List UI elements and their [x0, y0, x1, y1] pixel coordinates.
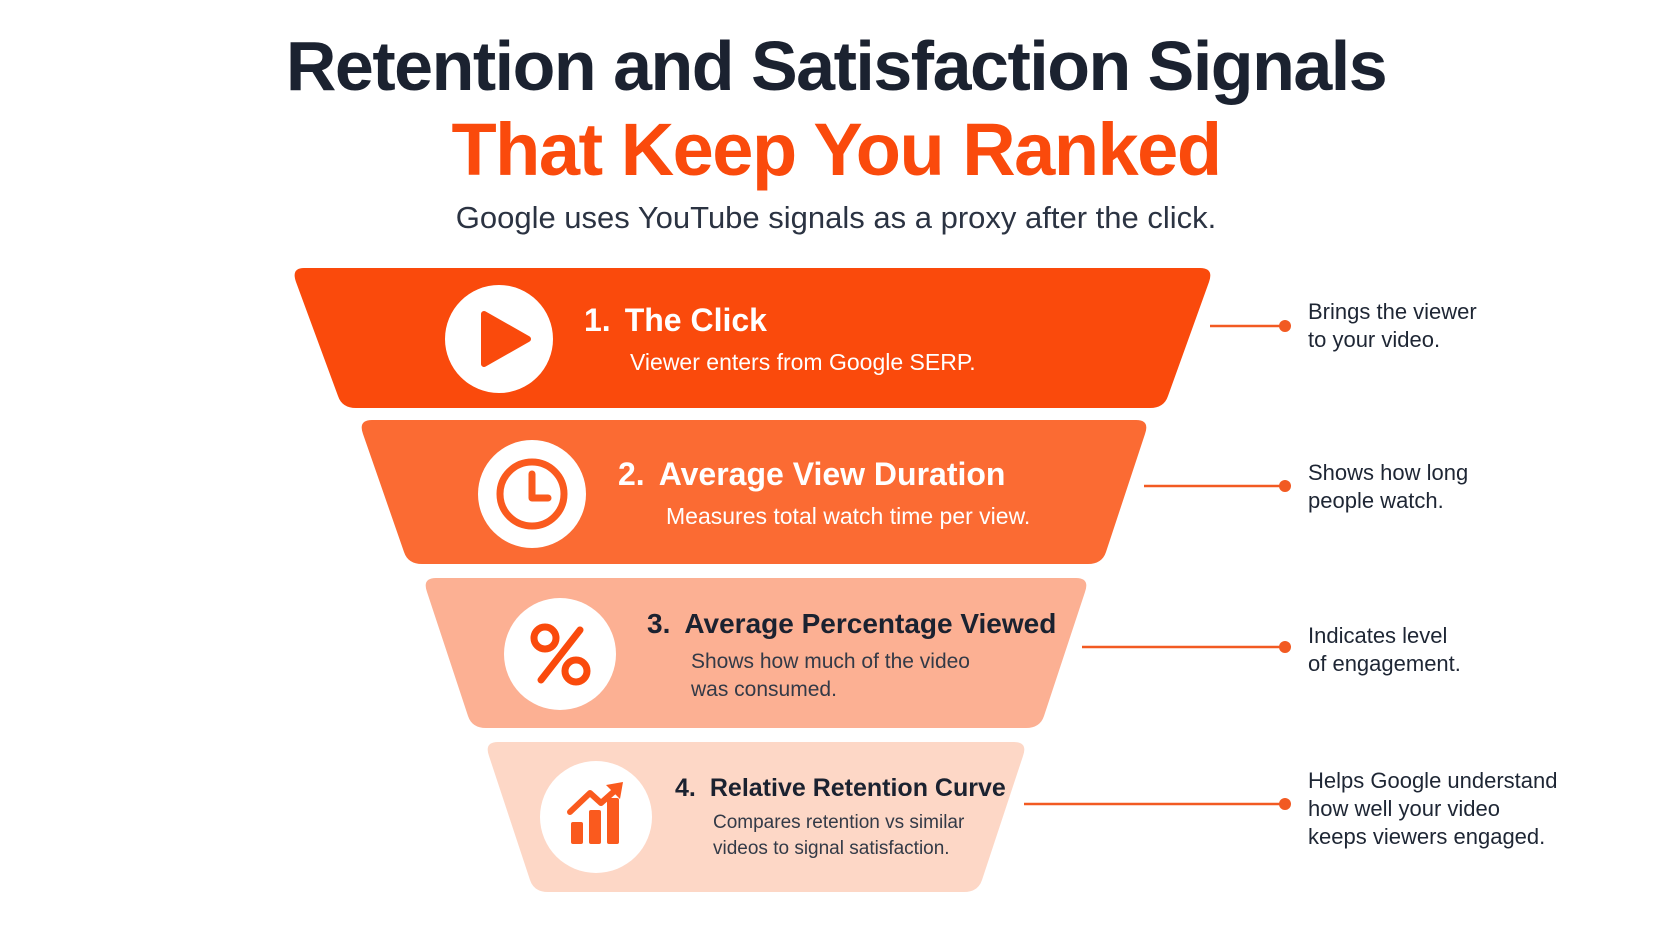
stage-3-note: Indicates level of engagement.	[1308, 622, 1461, 678]
stage-4-note-line-2: how well your video	[1308, 796, 1500, 821]
connector-stage-2	[1144, 480, 1291, 492]
stage-2-note-line-2: people watch.	[1308, 488, 1444, 513]
stage-1-note: Brings the viewer to your video.	[1308, 298, 1477, 354]
growth-chart-icon	[567, 782, 623, 844]
stage-3-note-line-2: of engagement.	[1308, 651, 1461, 676]
stage-2-note: Shows how long people watch.	[1308, 459, 1468, 515]
stage-4-note-line-1: Helps Google understand	[1308, 768, 1558, 793]
stage-4-number: 4.	[675, 774, 696, 802]
subtitle: Google uses YouTube signals as a proxy a…	[455, 200, 1217, 235]
stage-4-note: Helps Google understand how well your vi…	[1308, 767, 1558, 851]
connector-stage-3	[1082, 641, 1291, 653]
stage-3-title: Average Percentage Viewed	[684, 608, 1057, 639]
stage-3-description-line-2: was consumed.	[691, 678, 837, 701]
clock-icon	[496, 458, 568, 530]
stage-1-number: 1.	[584, 302, 611, 338]
connector-stage-4	[1024, 798, 1291, 810]
stage-2-title: Average View Duration	[658, 456, 1006, 492]
stage-2-number: 2.	[618, 456, 645, 492]
percent-icon	[530, 623, 591, 686]
stage-3-note-line-1: Indicates level	[1308, 623, 1448, 648]
stage-1-description: Viewer enters from Google SERP.	[630, 349, 976, 375]
stage-3-number: 3.	[647, 608, 671, 639]
stage-4-title: Relative Retention Curve	[709, 774, 1006, 802]
title-line-1: Retention and Satisfaction Signals	[285, 27, 1388, 105]
stage-2-description: Measures total watch time per view.	[666, 503, 1031, 529]
stage-3-heading: 3. Average Percentage Viewed	[647, 606, 1056, 642]
stage-3-description-line-1: Shows how much of the video	[691, 650, 970, 673]
play-icon	[481, 311, 531, 367]
stage-4-description-line-1: Compares retention vs similar	[713, 812, 965, 833]
stage-2-note-line-1: Shows how long	[1308, 460, 1469, 485]
stage-1-heading: 1. The Click	[584, 300, 767, 340]
stage-1-note-line-1: Brings the viewer	[1308, 299, 1477, 324]
stage-4-note-line-3: keeps viewers engaged.	[1308, 824, 1546, 849]
connector-stage-1	[1210, 320, 1291, 332]
stage-4-description-line-2: videos to signal satisfaction.	[713, 838, 950, 859]
stage-2-heading: 2. Average View Duration	[618, 454, 1005, 494]
stage-4-heading: 4. Relative Retention Curve	[675, 772, 1006, 804]
stage-1-note-line-2: to your video.	[1308, 327, 1441, 352]
stage-1-title: The Click	[624, 302, 767, 338]
title-line-2: That Keep You Ranked	[451, 108, 1222, 191]
